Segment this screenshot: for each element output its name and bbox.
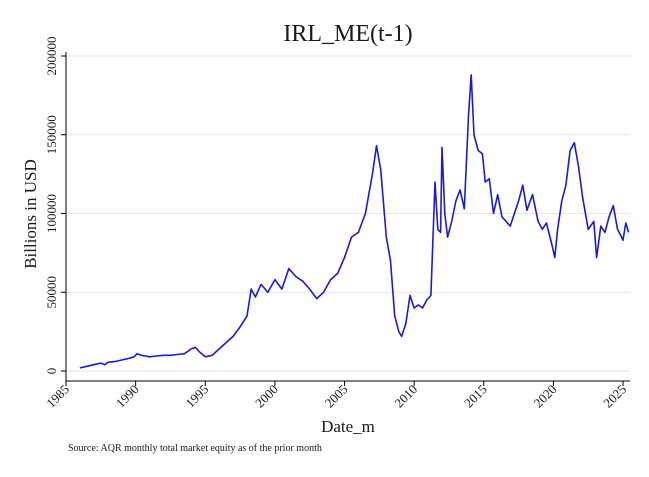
y-tick-label: 50000 xyxy=(44,276,59,309)
y-tick-label: 150000 xyxy=(44,115,59,154)
series-line xyxy=(79,74,630,369)
x-tick-label: 2025 xyxy=(600,382,629,411)
series-layer xyxy=(79,74,630,369)
x-tick-label: 2000 xyxy=(252,382,281,411)
tick-labels: 0 50000 100000 150000 200000 1985 1990 1995 2000… xyxy=(43,37,629,411)
x-tick-label: 2010 xyxy=(391,382,420,411)
chart-title: IRL_ME(t-1) xyxy=(283,21,412,47)
y-tick-label: 100000 xyxy=(44,194,59,233)
x-tick-label: 2005 xyxy=(322,382,351,411)
gridlines xyxy=(66,55,630,372)
y-tick-label: 0 xyxy=(44,368,59,375)
x-tick-label: 1995 xyxy=(182,382,211,411)
x-tick-label: 1990 xyxy=(113,382,142,411)
axes xyxy=(61,52,630,386)
y-tick-label: 200000 xyxy=(44,37,59,76)
x-tick-label: 2020 xyxy=(531,382,560,411)
y-axis-label: Billions in USD xyxy=(21,159,40,269)
x-tick-label: 2015 xyxy=(461,382,490,411)
x-tick-label: 1985 xyxy=(43,382,72,411)
x-axis-label: Date_m xyxy=(321,417,375,436)
source-note: Source: AQR monthly total market equity … xyxy=(68,443,322,454)
